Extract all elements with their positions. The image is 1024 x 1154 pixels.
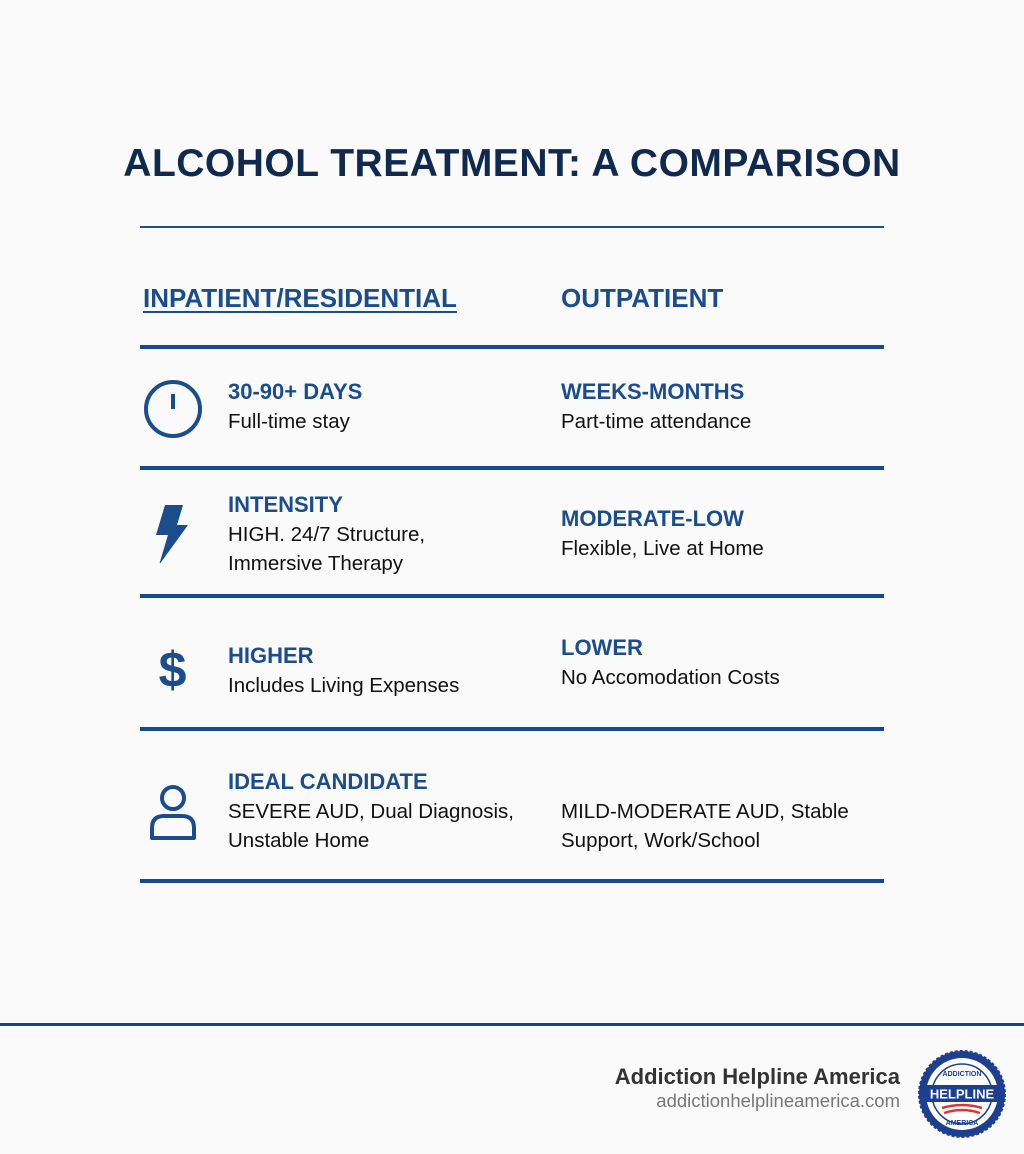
row-2-inpatient: INTENSITY HIGH. 24/7 Structure, Immersiv… [228, 490, 425, 578]
row-2-outpatient: MODERATE-LOW Flexible, Live at Home [561, 504, 764, 563]
lightning-icon [156, 505, 188, 563]
cell-heading: 30-90+ DAYS [228, 379, 363, 404]
brand-name: Addiction Helpline America [614, 1064, 900, 1089]
row-1-inpatient: 30-90+ DAYS Full-time stay [228, 377, 362, 436]
cell-text: Full-time stay [228, 410, 350, 433]
cell-text: Part-time attendance [561, 410, 752, 433]
row-3-outpatient: LOWER No Accomodation Costs [561, 633, 780, 692]
cell-text: HIGH. 24/7 Structure, [228, 523, 426, 546]
row-4-inpatient: IDEAL CANDIDATE SEVERE AUD, Dual Diagnos… [228, 767, 514, 855]
column-header-inpatient: INPATIENT/RESIDENTIAL [143, 283, 457, 313]
cell-text: Immersive Therapy [228, 552, 404, 575]
cell-heading: LOWER [561, 635, 643, 660]
footer-brand: Addiction Helpline America addictionhelp… [615, 1064, 900, 1112]
cell-text: Support, Work/School [561, 829, 761, 852]
row-4-outpatient: MILD-MODERATE AUD, Stable Support, Work/… [561, 797, 849, 855]
footer-divider [0, 1023, 1024, 1026]
column-header-outpatient: OUTPATIENT [561, 283, 724, 313]
row-divider [140, 594, 884, 598]
cell-text: Unstable Home [228, 829, 370, 852]
svg-text:ADDICTION: ADDICTION [943, 1071, 982, 1078]
clock-icon [144, 380, 202, 438]
svg-text:AMERICA: AMERICA [946, 1120, 979, 1127]
brand-logo: HELPLINE ADDICTION AMERICA [918, 1050, 1006, 1138]
cell-text: MILD-MODERATE AUD, Stable [561, 800, 849, 823]
brand-url[interactable]: addictionhelplineamerica.com [656, 1090, 900, 1111]
row-1-outpatient: WEEKS-MONTHS Part-time attendance [561, 377, 751, 436]
page-title: ALCOHOL TREATMENT: A COMPARISON [123, 142, 901, 185]
cell-text: SEVERE AUD, Dual Diagnosis, [228, 800, 514, 823]
cell-text: Flexible, Live at Home [561, 537, 764, 560]
person-icon [150, 785, 196, 840]
title-divider [140, 226, 884, 228]
cell-heading: WEEKS-MONTHS [561, 379, 745, 404]
cell-text: Includes Living Expenses [228, 674, 460, 697]
cell-heading: MODERATE-LOW [561, 506, 744, 531]
cell-text: No Accomodation Costs [561, 666, 780, 689]
cell-heading: HIGHER [228, 643, 314, 668]
row-3-inpatient: HIGHER Includes Living Expenses [228, 641, 459, 700]
svg-text:HELPLINE: HELPLINE [930, 1087, 995, 1102]
cell-heading: INTENSITY [228, 492, 343, 517]
cell-heading: IDEAL CANDIDATE [228, 769, 428, 794]
dollar-icon: $ [158, 642, 187, 698]
row-divider [140, 727, 884, 731]
row-divider [140, 345, 884, 349]
row-divider [140, 879, 884, 883]
row-divider [140, 466, 884, 470]
